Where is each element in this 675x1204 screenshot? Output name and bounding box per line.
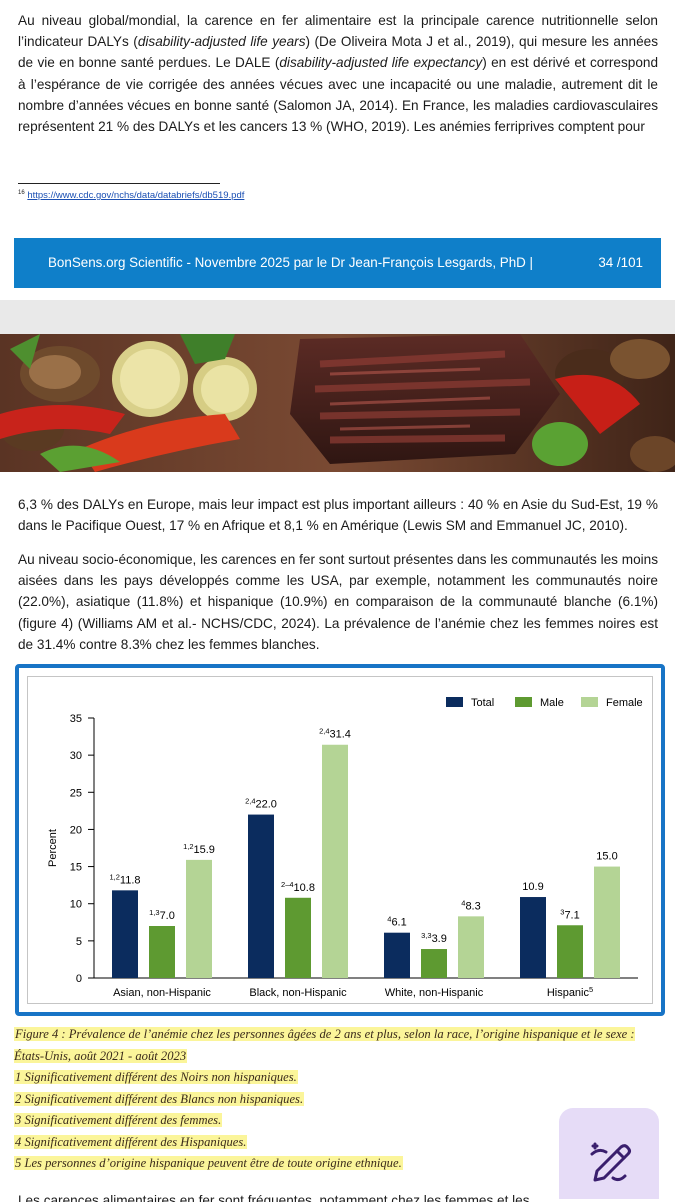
legend-swatch-female [581, 697, 598, 707]
value-text: 3.9 [432, 933, 447, 945]
footnote-divider [18, 183, 220, 184]
significance-superscript: 1,3 [149, 908, 159, 917]
legend-label-male: Male [540, 697, 564, 709]
anemia-bar-chart: 05101520253035Percent1,211.81,37.01,215.… [47, 697, 643, 999]
x-category-label: White, non-Hispanic [385, 987, 484, 999]
bar-value-label: 2,431.4 [319, 727, 351, 741]
footer-text: BonSens.org Scientific - Novembre 2025 p… [48, 255, 534, 270]
caption-note-5: 5 Les personnes d’origine hispanique peu… [14, 1156, 403, 1170]
value-text: 8.3 [465, 900, 480, 912]
bar-female [186, 859, 212, 978]
page-footer-banner: BonSens.org Scientific - Novembre 2025 p… [14, 238, 661, 288]
y-tick-label: 10 [70, 899, 82, 911]
value-text: 11.8 [120, 874, 141, 886]
y-tick-label: 25 [70, 787, 82, 799]
bar-total [248, 814, 274, 978]
bar-value-label: 46.1 [387, 915, 406, 929]
y-axis-title: Percent [47, 829, 59, 867]
bar-female [322, 744, 348, 978]
y-tick-label: 20 [70, 824, 82, 836]
page-separator [0, 300, 675, 334]
bar-male [421, 949, 447, 978]
value-text: 7.0 [160, 910, 175, 922]
dalys-definition: disability-adjusted life years [137, 34, 306, 50]
bar-male [557, 925, 583, 978]
paragraph-socioeconomic: Au niveau socio-économique, les carences… [18, 552, 659, 652]
bar-male [149, 926, 175, 978]
paragraph-dalys-intro: Au niveau global/mondial, la carence en … [18, 13, 659, 135]
footnote: 16 https://www.cdc.gov/nchs/data/databri… [18, 190, 244, 201]
bar-female [458, 916, 484, 978]
next-paragraph-cutoff: Les carences alimentaires en fer sont fr… [18, 1193, 530, 1202]
legend-swatch-total [446, 697, 463, 707]
significance-superscript: 1,2 [183, 842, 193, 851]
bar-value-label: 1,215.9 [183, 842, 215, 856]
bar-value-label: 2–410.8 [281, 880, 315, 894]
bar-total [112, 890, 138, 978]
y-tick-label: 0 [76, 973, 82, 985]
caption-note-2: 2 Significativement différent des Blancs… [14, 1091, 305, 1106]
y-tick-label: 35 [70, 713, 82, 725]
value-text: 31.4 [330, 729, 351, 741]
significance-superscript: 3 [560, 907, 564, 916]
bar-total [384, 932, 410, 978]
bar-value-label: 3,33.9 [421, 931, 447, 945]
bar-value-label: 15.0 [596, 851, 617, 863]
significance-superscript: 2,4 [319, 727, 329, 736]
caption-title: Figure 4 : Prévalence de l’anémie chez l… [14, 1027, 635, 1063]
x-category-label: Black, non-Hispanic [249, 987, 347, 999]
legend-label-female: Female [606, 697, 643, 709]
x-category-label: Hispanic5 [547, 985, 593, 999]
y-tick-label: 30 [70, 750, 82, 762]
page-number: 34 /101 [598, 255, 643, 270]
bar-value-label: 2,422.0 [245, 797, 277, 811]
x-category-label: Asian, non-Hispanic [113, 987, 211, 999]
dale-definition: disability-adjusted life expectancy [279, 55, 483, 71]
footnote-number: 16 [18, 190, 25, 196]
paragraph-dalys-regions: 6,3 % des DALYs en Europe, mais leur imp… [18, 497, 658, 534]
pen-sparkle-icon [590, 1142, 631, 1182]
caption-note-4: 4 Significativement différent des Hispan… [14, 1134, 248, 1149]
bar-total [520, 897, 546, 978]
caption-note-1: 1 Significativement différent des Noirs … [14, 1070, 298, 1084]
value-text: 6.1 [391, 917, 406, 929]
significance-superscript: 1,2 [109, 872, 119, 881]
significance-superscript: 2,4 [245, 797, 255, 806]
bar-female [594, 866, 620, 978]
legend-swatch-male [515, 697, 532, 707]
bar-value-label: 37.1 [560, 907, 579, 921]
bar-value-label: 48.3 [461, 898, 480, 912]
legend-label-total: Total [471, 697, 494, 709]
significance-superscript: 3,3 [421, 931, 431, 940]
value-text: 15.9 [194, 844, 215, 856]
footnote-link[interactable]: https://www.cdc.gov/nchs/data/databriefs… [27, 190, 245, 202]
header-food-photo [0, 334, 675, 472]
value-text: 10.8 [294, 882, 315, 894]
bar-male [285, 897, 311, 978]
y-tick-label: 15 [70, 862, 82, 874]
value-text: 7.1 [564, 909, 579, 921]
category-superscript: 5 [589, 985, 593, 994]
bar-value-label: 10.9 [522, 881, 543, 893]
bar-value-label: 1,211.8 [109, 872, 140, 886]
value-text: 22.0 [256, 799, 277, 811]
y-tick-label: 5 [76, 936, 82, 948]
figure-caption: Figure 4 : Prévalence de l’anémie chez l… [14, 1024, 664, 1175]
bar-value-label: 1,37.0 [149, 908, 175, 922]
figure-4-chart-frame: 0 5 10 15 20 25 30 35 Percent 1,211.8 1,37.0 1,215.… [15, 664, 665, 1016]
significance-superscript: 4 [387, 915, 391, 924]
caption-note-3: 3 Significativement différent des femmes… [14, 1113, 223, 1127]
significance-superscript: 4 [461, 898, 465, 907]
edit-button[interactable] [559, 1108, 659, 1199]
significance-superscript: 2–4 [281, 880, 294, 889]
chart-area: 0 5 10 15 20 25 30 35 Percent 1,211.8 1,37.0 1,215.… [27, 676, 653, 1004]
